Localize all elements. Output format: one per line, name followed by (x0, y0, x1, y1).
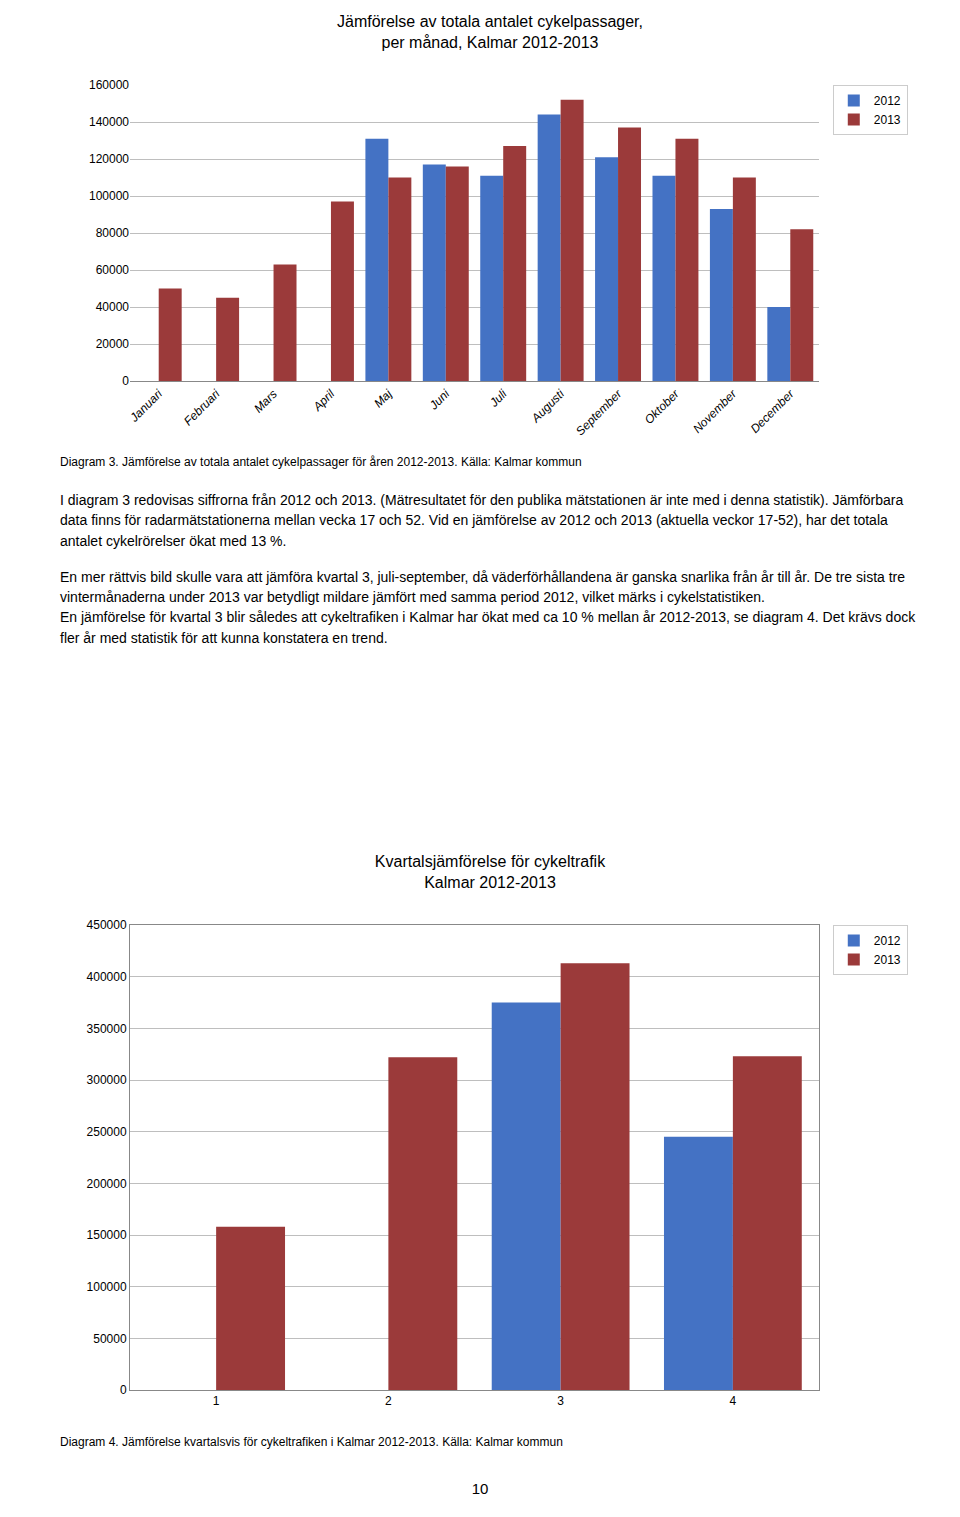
svg-text:20000: 20000 (96, 337, 130, 351)
svg-text:4: 4 (730, 1394, 737, 1408)
svg-text:100000: 100000 (87, 1280, 127, 1294)
svg-text:120000: 120000 (89, 152, 129, 166)
html-text:10: 10 (471, 1480, 489, 1497)
svg-text:0: 0 (120, 1383, 127, 1397)
svg-text:160000: 160000 (89, 78, 129, 92)
svg-text:April: April (310, 387, 338, 415)
svg-text:2012: 2012 (874, 934, 901, 948)
svg-text:150000: 150000 (87, 1228, 127, 1242)
svg-text:2013: 2013 (874, 953, 901, 967)
svg-text:2012: 2012 (874, 94, 901, 108)
svg-text:December: December (748, 386, 798, 436)
html-text:Diagram 4. Jämförelse kvartals: Diagram 4. Jämförelse kvartalsvis för cy… (60, 1435, 563, 1449)
svg-text:Juni: Juni (426, 387, 452, 413)
svg-text:80000: 80000 (96, 226, 130, 240)
svg-text:Mars: Mars (251, 387, 280, 416)
svg-text:Oktober: Oktober (642, 386, 683, 427)
svg-text:200000: 200000 (87, 1177, 127, 1191)
svg-text:November: November (690, 386, 740, 436)
svg-text:3: 3 (557, 1394, 564, 1408)
svg-text:Augusti: Augusti (528, 387, 567, 426)
svg-text:September: September (573, 386, 625, 438)
svg-text:140000: 140000 (89, 115, 129, 129)
svg-text:0: 0 (122, 374, 129, 388)
html-text:En mer rättvis bild skulle var: En mer rättvis bild skulle vara att jämf… (60, 568, 905, 606)
html-text:I diagram 3 redovisas siffrorn: I diagram 3 redovisas siffrorna från 201… (60, 492, 904, 549)
svg-text:450000: 450000 (87, 918, 127, 932)
svg-text:100000: 100000 (89, 189, 129, 203)
svg-text:350000: 350000 (87, 1022, 127, 1036)
svg-text:40000: 40000 (96, 300, 130, 314)
svg-text:2: 2 (385, 1394, 392, 1408)
svg-text:Juli: Juli (486, 387, 510, 411)
svg-text:Februari: Februari (181, 387, 223, 429)
svg-text:60000: 60000 (96, 263, 130, 277)
html-text:Diagram 3. Jämförelse av total: Diagram 3. Jämförelse av totala antalet … (60, 455, 582, 469)
svg-text:300000: 300000 (87, 1073, 127, 1087)
svg-text:Kvartalsjämförelse för cykeltr: Kvartalsjämförelse för cykeltrafikKalmar… (375, 853, 606, 891)
svg-text:250000: 250000 (87, 1125, 127, 1139)
svg-text:50000: 50000 (93, 1332, 127, 1346)
svg-text:1: 1 (213, 1394, 220, 1408)
svg-text:400000: 400000 (87, 970, 127, 984)
svg-text:2013: 2013 (874, 113, 901, 127)
svg-text:Maj: Maj (371, 387, 395, 411)
html-text:En jämförelse för kvartal 3 bl: En jämförelse för kvartal 3 blir således… (60, 609, 916, 646)
svg-text:Januari: Januari (127, 387, 166, 426)
svg-text:Jämförelse av totala antalet c: Jämförelse av totala antalet cykelpassag… (337, 13, 643, 51)
